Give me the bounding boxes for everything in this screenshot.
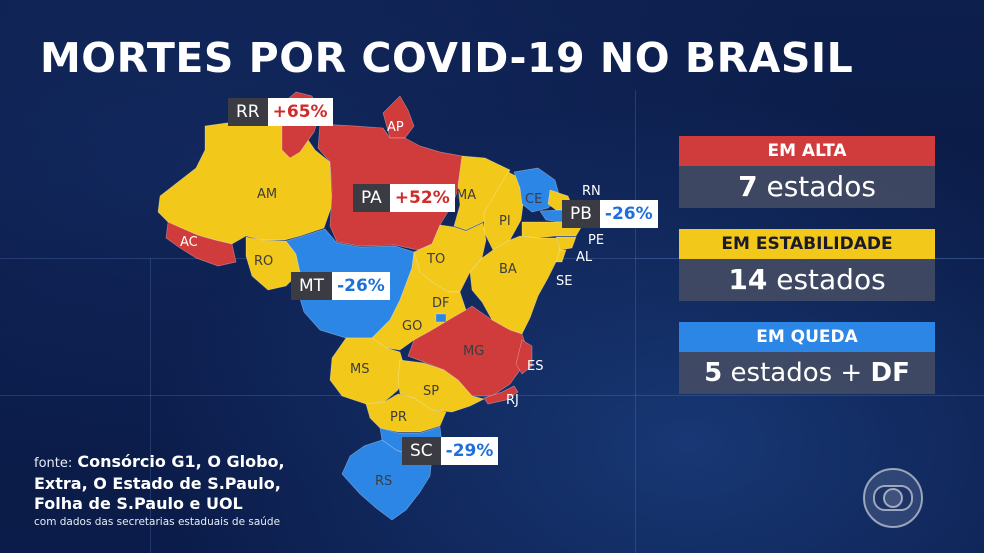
category-queda-heading: EM QUEDA [679, 322, 935, 352]
badge-SC-value: -29% [440, 437, 499, 465]
source-line-2: Extra, O Estado de S.Paulo, [34, 474, 281, 493]
state-label-SP: SP [423, 384, 439, 399]
category-queda-extra: DF [870, 358, 910, 388]
badge-SC-code: SC [402, 437, 441, 465]
badge-MT-code: MT [291, 272, 333, 300]
state-label-MS: MS [350, 362, 369, 377]
state-label-BA: BA [499, 262, 517, 277]
state-MS[interactable] [329, 337, 407, 405]
state-label-RS: RS [375, 474, 392, 489]
state-MG[interactable] [407, 305, 529, 397]
state-label-MA: MA [456, 188, 476, 203]
state-label-AL: AL [576, 250, 593, 265]
badge-PA-code: PA [353, 184, 390, 212]
category-estabilidade-count: 14 estados [679, 259, 935, 301]
state-label-PE: PE [588, 233, 604, 248]
grid-line [150, 258, 151, 553]
badge-MT-value: -26% [332, 272, 390, 300]
state-BA[interactable] [469, 235, 561, 335]
category-queda-text: estados + [722, 358, 871, 388]
source-label: fonte: [34, 456, 73, 471]
category-alta-text: estados [757, 170, 876, 203]
state-AL[interactable] [555, 236, 577, 251]
category-alta-heading: EM ALTA [679, 136, 935, 166]
category-alta: EM ALTA 7 estados [679, 136, 935, 208]
state-label-RJ: RJ [506, 393, 519, 408]
state-label-PI: PI [499, 214, 511, 229]
state-label-RN: RN [582, 184, 601, 199]
badge-PB: PB -26% [562, 200, 658, 228]
state-label-AM: AM [257, 187, 277, 202]
state-MA[interactable] [453, 155, 511, 231]
category-alta-number: 7 [738, 170, 758, 203]
badge-MT: MT -26% [291, 272, 390, 300]
state-label-DF: DF [432, 296, 450, 311]
state-RJ[interactable] [483, 385, 519, 405]
badge-PA: PA +52% [353, 184, 455, 212]
state-SP[interactable] [397, 359, 485, 413]
state-label-ES: ES [527, 359, 543, 374]
badge-PB-code: PB [562, 200, 600, 228]
grid-line [635, 90, 636, 553]
category-estabilidade-text: estados [767, 263, 886, 296]
badge-PA-value: +52% [389, 184, 455, 212]
badge-RR: RR +65% [228, 98, 333, 126]
state-label-SE: SE [556, 274, 572, 289]
category-queda-number: 5 [704, 358, 723, 388]
state-label-MG: MG [463, 344, 484, 359]
badge-RR-code: RR [228, 98, 268, 126]
state-ES[interactable] [515, 339, 533, 375]
category-estabilidade-heading: EM ESTABILIDADE [679, 229, 935, 259]
state-label-GO: GO [402, 319, 422, 334]
source-credit: fonte: Consórcio G1, O Globo, Extra, O E… [34, 452, 334, 530]
source-line-1: Consórcio G1, O Globo, [77, 452, 285, 471]
page-title: MORTES POR COVID-19 NO BRASIL [40, 34, 854, 82]
state-label-TO: TO [426, 252, 445, 267]
state-label-AP: AP [387, 120, 404, 135]
badge-RR-value: +65% [267, 98, 333, 126]
category-estabilidade: EM ESTABILIDADE 14 estados [679, 229, 935, 301]
category-estabilidade-number: 14 [728, 263, 768, 296]
category-alta-count: 7 estados [679, 166, 935, 208]
source-note: com dados das secretarias estaduais de s… [34, 516, 281, 528]
category-queda: EM QUEDA 5 estados + DF [679, 322, 935, 394]
globo-logo-icon [863, 468, 923, 528]
badge-SC: SC -29% [402, 437, 499, 465]
state-DF[interactable] [435, 313, 447, 323]
category-queda-count: 5 estados + DF [679, 352, 935, 394]
badge-PB-value: -26% [599, 200, 658, 228]
state-TO[interactable] [413, 222, 487, 293]
state-label-AC: AC [180, 235, 198, 250]
state-label-CE: CE [525, 192, 542, 207]
state-PR[interactable] [365, 393, 447, 433]
source-line-3: Folha de S.Paulo e UOL [34, 494, 243, 513]
state-label-RO: RO [254, 254, 273, 269]
state-label-PR: PR [390, 410, 407, 425]
state-AC[interactable] [165, 221, 237, 267]
